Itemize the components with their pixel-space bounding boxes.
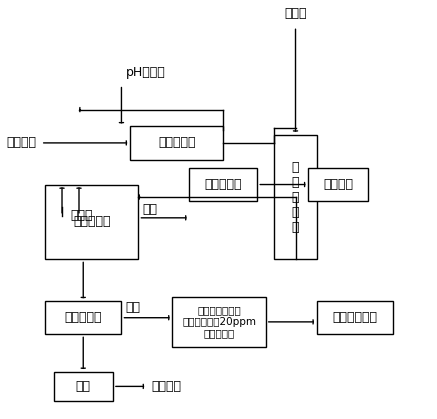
Text: 尾气洗涤塔: 尾气洗涤塔 — [205, 178, 242, 191]
Text: 固液混合物: 固液混合物 — [65, 311, 102, 324]
FancyBboxPatch shape — [45, 184, 139, 259]
Text: 气体: 气体 — [142, 203, 158, 216]
FancyBboxPatch shape — [317, 301, 393, 334]
FancyBboxPatch shape — [53, 372, 113, 401]
Text: 含磷废水: 含磷废水 — [7, 137, 37, 150]
Text: 进一步处理得到
总磷浓度小于20ppm
的出水清液: 进一步处理得到 总磷浓度小于20ppm 的出水清液 — [182, 305, 256, 339]
FancyBboxPatch shape — [274, 134, 317, 259]
FancyBboxPatch shape — [172, 297, 266, 347]
FancyBboxPatch shape — [308, 168, 368, 201]
Text: 除磷剂: 除磷剂 — [284, 8, 307, 21]
Text: 絮凝剂: 絮凝剂 — [70, 209, 93, 222]
Text: 混
合
反
应
塔: 混 合 反 应 塔 — [292, 160, 299, 233]
Text: 锅炉焚烧: 锅炉焚烧 — [323, 178, 353, 191]
FancyBboxPatch shape — [130, 126, 223, 160]
Text: 混合反应器: 混合反应器 — [158, 137, 195, 150]
Text: 磷膏: 磷膏 — [76, 380, 91, 393]
Text: 清液: 清液 — [126, 301, 141, 314]
FancyBboxPatch shape — [189, 168, 257, 201]
FancyBboxPatch shape — [45, 301, 121, 334]
Text: 废水反应池: 废水反应池 — [73, 215, 111, 228]
Text: pH调节剂: pH调节剂 — [126, 66, 166, 79]
Text: 生化处理工序: 生化处理工序 — [333, 311, 378, 324]
Text: 磷肥生产: 磷肥生产 — [151, 380, 181, 393]
